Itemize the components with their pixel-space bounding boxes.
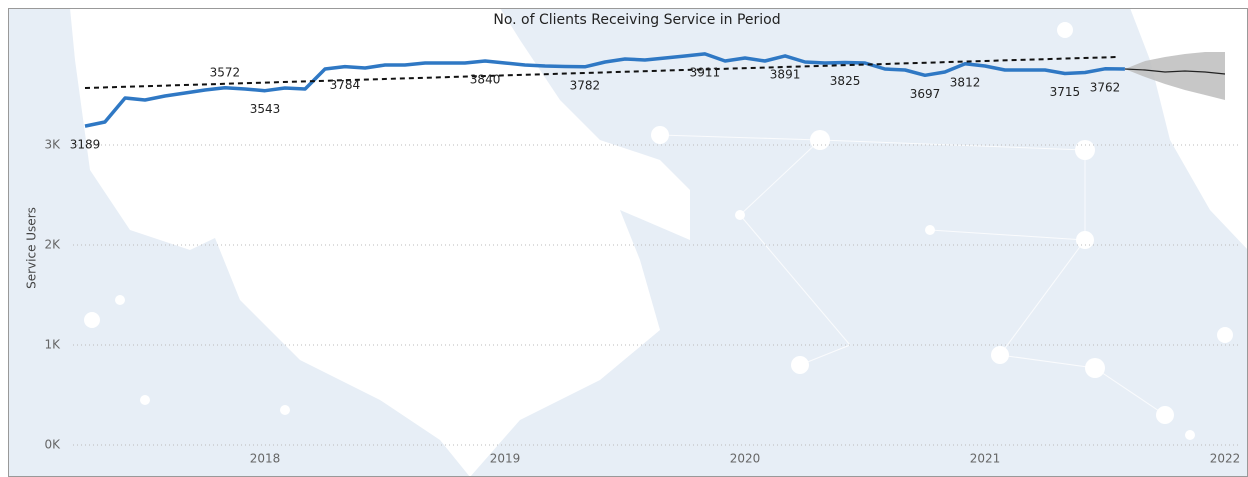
y-tick-label: 0K: [44, 438, 61, 452]
land-shape: [470, 8, 1248, 477]
data-line: [84, 52, 1125, 128]
y-axis-label: Service Users: [25, 207, 39, 289]
network-lines: [659, 134, 1166, 416]
x-tick-label: 2021: [970, 452, 1001, 466]
y-tick-label: 2K: [44, 238, 61, 252]
forecast-band: [1124, 52, 1225, 100]
background-map: [8, 8, 1248, 477]
data-label: 3782: [570, 78, 601, 92]
land-shape: [8, 8, 470, 477]
data-label: 3762: [1090, 80, 1121, 94]
data-label: 3543: [250, 102, 281, 116]
data-label: 3840: [470, 73, 501, 87]
x-tick-label: 2022: [1210, 452, 1241, 466]
data-label: 3572: [210, 65, 241, 79]
data-label: 3891: [770, 67, 801, 81]
data-label: 3825: [830, 74, 861, 88]
y-tick-label: 1K: [44, 338, 61, 352]
data-label: 3715: [1050, 85, 1081, 99]
x-tick-label: 2018: [250, 452, 281, 466]
data-label: 3911: [690, 65, 721, 79]
x-tick-label: 2020: [730, 452, 761, 466]
data-label: 3697: [910, 87, 941, 101]
forecast-line: [1124, 68, 1226, 75]
network-nodes: [84, 22, 1233, 440]
trend-line: [84, 56, 1118, 89]
y-tick-label: 3K: [44, 138, 61, 152]
x-tick-label: 2019: [490, 452, 521, 466]
data-label: 3812: [950, 75, 981, 89]
chart-title: No. of Clients Receiving Service in Peri…: [493, 12, 780, 28]
data-label: 3189: [70, 138, 101, 152]
data-label: 3784: [330, 78, 361, 92]
